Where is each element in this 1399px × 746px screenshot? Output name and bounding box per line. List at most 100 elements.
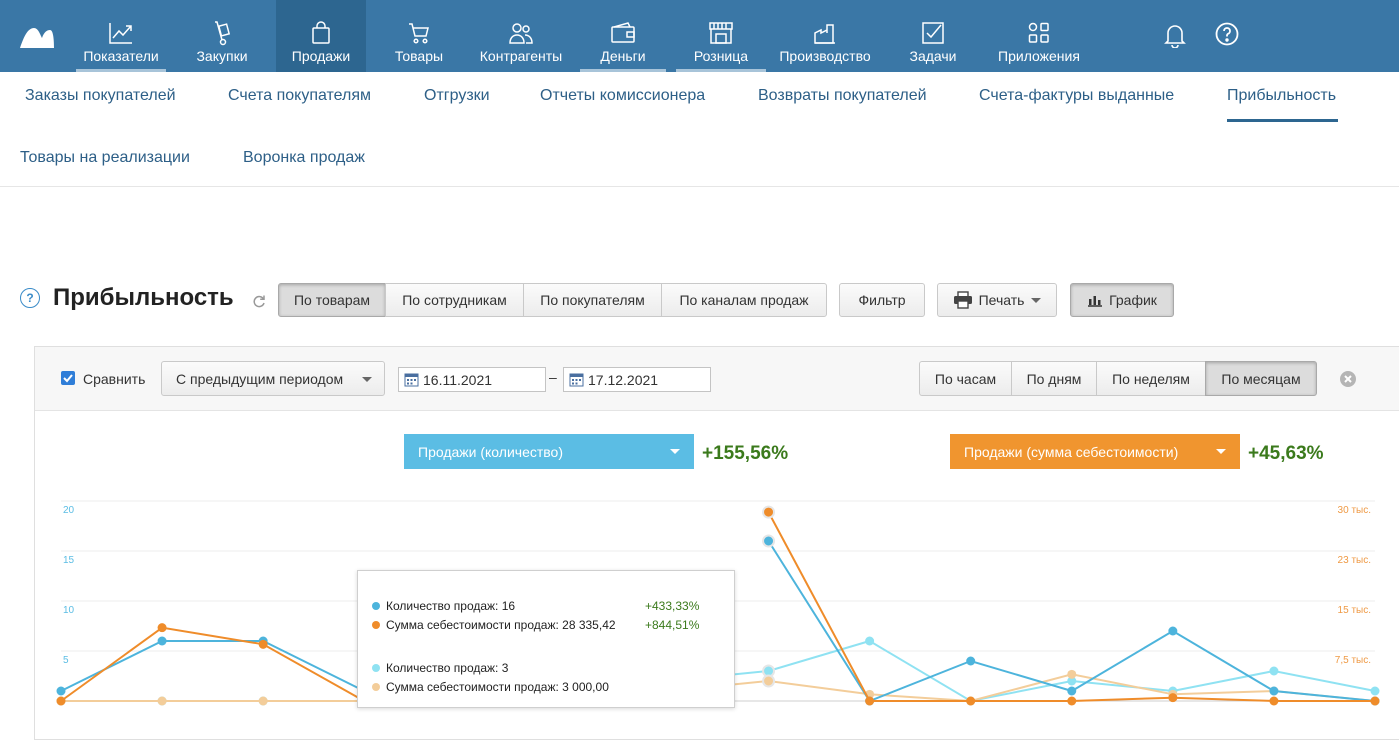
nav-item-kontragenty[interactable]: Контрагенты (474, 0, 568, 72)
period-po-chasam[interactable]: По часам (919, 361, 1012, 396)
left-metric-select[interactable]: Продажи (количество) (404, 434, 694, 469)
subnav-na-realizacii[interactable]: Товары на реализации (20, 149, 190, 166)
period-po-mesyacam[interactable]: По месяцам (1205, 361, 1317, 396)
data-point (762, 534, 776, 548)
right-metric-change: +45,63% (1248, 443, 1324, 464)
y-right-tick-label: 23 тыс. (1338, 555, 1371, 566)
calendar-icon (569, 373, 584, 387)
nav-item-zadachi[interactable]: Задачи (898, 0, 968, 72)
subnav-otgruzki[interactable]: Отгрузки (424, 87, 490, 104)
y-left-tick-label: 20 (63, 505, 75, 516)
tooltip-value: 3 000,00 (562, 680, 609, 694)
data-point (762, 674, 776, 688)
subnav-zakazy[interactable]: Заказы покупателей (25, 87, 176, 104)
data-point (56, 696, 66, 706)
data-point (762, 505, 776, 519)
period-po-nedelyam[interactable]: По неделям (1096, 361, 1206, 396)
date-separator: – (549, 369, 557, 385)
refresh-icon[interactable] (252, 294, 266, 308)
nav-label: Производство (779, 48, 871, 64)
nav-label: Показатели (83, 48, 159, 64)
bell-icon[interactable] (1164, 22, 1186, 48)
right-metric-label: Продажи (сумма себестоимости) (964, 443, 1179, 460)
nav-label: Розница (693, 48, 749, 64)
series-dot (372, 602, 380, 610)
chart-panel: Сравнить С предыдущим периодом 16.11.202… (34, 346, 1399, 740)
nav-item-pokazateli[interactable]: Показатели (76, 0, 166, 72)
data-point (1067, 669, 1077, 679)
sub-navigation: Заказы покупателей Счета покупателям Отг… (0, 72, 1399, 187)
data-point (1168, 693, 1178, 703)
tooltip-change: +844,51% (645, 618, 700, 632)
nav-item-roznica[interactable]: Розница (676, 0, 766, 72)
filter-button[interactable]: Фильтр (839, 283, 925, 317)
logo-icon[interactable] (18, 22, 54, 50)
series-dot (372, 664, 380, 672)
series-dot (372, 683, 380, 691)
shopping-bag-icon (312, 21, 330, 44)
data-point (56, 686, 66, 696)
tab-po-sotrudnikam[interactable]: По сотрудникам (385, 283, 524, 317)
tooltip-change: +433,33% (645, 599, 700, 613)
nav-label: Задачи (909, 48, 957, 64)
printer-icon (953, 291, 972, 309)
data-point (865, 636, 875, 646)
nav-item-dengi[interactable]: Деньги (580, 0, 666, 72)
tab-po-kanalam[interactable]: По каналам продаж (661, 283, 827, 317)
nav-label: Приложения (998, 48, 1080, 64)
tooltip-row: Количество продаж: 16 (372, 599, 515, 613)
chart-toggle-button[interactable]: График (1070, 283, 1174, 317)
y-left-tick-label: 10 (63, 605, 75, 616)
y-right-tick-label: 7,5 тыс. (1335, 655, 1371, 666)
data-point (157, 696, 167, 706)
left-metric-change: +155,56% (702, 443, 789, 464)
tooltip-label: Количество продаж: (386, 599, 499, 613)
right-metric-select[interactable]: Продажи (сумма себестоимости) (950, 434, 1240, 469)
cart-icon (409, 23, 429, 44)
date-from-input[interactable]: 16.11.2021 (398, 367, 546, 392)
data-point (1067, 696, 1077, 706)
tooltip-row: Количество продаж: 3 (372, 661, 508, 675)
nav-item-prilozheniya[interactable]: Приложения (990, 0, 1088, 72)
nav-label: Товары (394, 48, 444, 64)
data-point (1269, 686, 1279, 696)
data-point (1370, 696, 1380, 706)
date-to-input[interactable]: 17.12.2021 (563, 367, 711, 392)
close-icon[interactable] (1340, 371, 1356, 387)
tab-po-tovaram[interactable]: По товарам (278, 283, 386, 317)
subnav-pribylnost[interactable]: Прибыльность (1227, 87, 1337, 104)
apps-icon (1028, 22, 1049, 43)
tooltip-label: Сумма себестоимости продаж: (386, 618, 559, 632)
data-point (258, 696, 268, 706)
nav-label: Закупки (196, 48, 248, 64)
data-point (157, 636, 167, 646)
nav-item-prodazhi[interactable]: Продажи (276, 0, 366, 72)
people-icon (509, 23, 533, 44)
page-help-icon[interactable]: ? (20, 288, 40, 308)
compare-checkbox[interactable] (61, 371, 75, 385)
print-button[interactable]: Печать (937, 283, 1057, 317)
data-point (1067, 676, 1077, 686)
compare-mode-select[interactable]: С предыдущим периодом (161, 361, 385, 396)
data-point (1269, 666, 1279, 676)
subnav-otchety[interactable]: Отчеты комиссионера (540, 87, 706, 104)
data-point (1269, 696, 1279, 706)
subnav-vozvraty[interactable]: Возвраты покупателей (758, 87, 927, 104)
nav-item-zakupki[interactable]: Закупки (186, 0, 258, 72)
chevron-down-icon (362, 377, 372, 382)
period-po-dnyam[interactable]: По дням (1011, 361, 1097, 396)
calendar-icon (404, 373, 419, 387)
nav-item-tovary[interactable]: Товары (384, 0, 454, 72)
chevron-down-icon (1216, 449, 1226, 454)
chart-tooltip: Количество продаж: 16 +433,33% Сумма себ… (357, 570, 735, 708)
data-point (966, 656, 976, 666)
tab-po-pokupatelyam[interactable]: По покупателям (523, 283, 662, 317)
chevron-down-icon (1031, 297, 1042, 303)
subnav-scheta[interactable]: Счета покупателям (228, 87, 372, 104)
nav-item-proizvodstvo[interactable]: Производство (776, 0, 874, 72)
tooltip-label: Сумма себестоимости продаж: (386, 680, 559, 694)
active-tab-underline (1227, 119, 1338, 122)
subnav-scheta-faktury[interactable]: Счета-фактуры выданные (979, 87, 1175, 104)
help-icon[interactable] (1215, 22, 1239, 46)
subnav-voronka[interactable]: Воронка продаж (243, 149, 365, 166)
